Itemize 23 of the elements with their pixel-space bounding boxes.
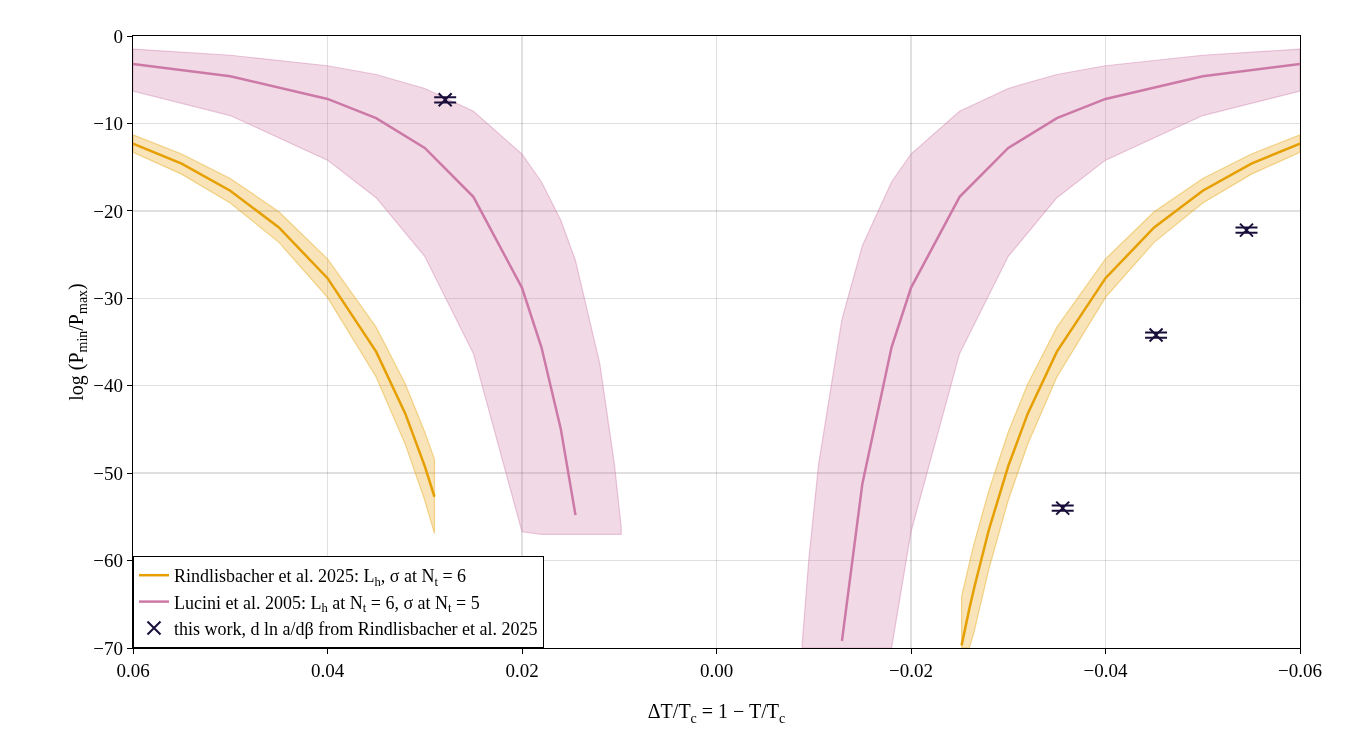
point <box>437 92 453 108</box>
x-tick-label: −0.02 <box>889 660 933 682</box>
y-tick-label: −50 <box>93 462 123 484</box>
x-tick-label: −0.04 <box>1083 660 1128 682</box>
y-tick-label: −30 <box>93 287 123 309</box>
legend-label: Lucini et al. 2005: L$_{h}$ at N$_{t}$ = 6, σ at N$_{t}$ = 5 <box>174 592 480 616</box>
x-tick-label: 0.02 <box>505 660 539 682</box>
x-axis-title: ΔT/T$_{c}$ = 1 − T/T$_{c}$ <box>647 700 786 726</box>
x-tick-label: 0.04 <box>310 660 345 682</box>
point <box>1055 500 1071 516</box>
y-tick-label: 0 <box>113 25 123 47</box>
point <box>1148 327 1164 343</box>
y-tick-label: −20 <box>93 200 123 222</box>
x-tick-label: 0.06 <box>116 660 150 682</box>
legend-label: this work, d ln a/dβ from Rindlisbacher et al. 2025 <box>174 619 538 640</box>
point <box>1239 222 1255 238</box>
y-tick-label: −40 <box>93 375 123 397</box>
x-tick-label: 0.00 <box>699 660 734 682</box>
y-tick-label: −70 <box>93 637 123 659</box>
legend-label: Rindlisbacher et al. 2025: L$_{h}$, σ at N$_{t}$ = 6 <box>174 566 467 589</box>
x-tick-label: −0.06 <box>1278 660 1322 682</box>
y-tick-label: −10 <box>93 113 123 135</box>
y-tick-label: −60 <box>93 550 123 572</box>
